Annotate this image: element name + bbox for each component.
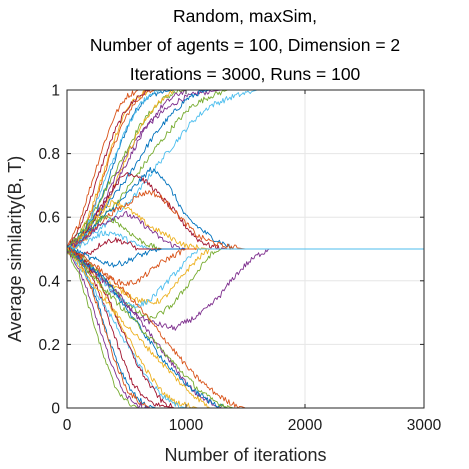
x-tick-label: 2000 bbox=[288, 417, 323, 434]
y-tick-label: 0.8 bbox=[38, 146, 60, 163]
x-tick-label: 0 bbox=[63, 417, 72, 434]
x-tick-label: 3000 bbox=[407, 417, 442, 434]
y-axis-ticks: 0 0.2 0.4 0.6 0.8 1 bbox=[38, 83, 424, 418]
y-tick-label: 0.2 bbox=[38, 337, 60, 354]
x-axis-label: Number of iterations bbox=[164, 445, 326, 465]
chart-title-line-2: Number of agents = 100, Dimension = 2 bbox=[90, 35, 400, 55]
chart-title-line-3: Iterations = 3000, Runs = 100 bbox=[130, 64, 361, 84]
y-tick-label: 1 bbox=[51, 83, 60, 100]
x-tick-label: 1000 bbox=[169, 417, 204, 434]
y-tick-label: 0.6 bbox=[38, 210, 60, 227]
x-axis-ticks: 0 1000 2000 3000 bbox=[63, 90, 442, 434]
chart-title: Random, maxSim, Number of agents = 100, D… bbox=[90, 6, 400, 84]
y-tick-label: 0.4 bbox=[38, 273, 60, 290]
chart-title-line-1: Random, maxSim, bbox=[173, 6, 317, 26]
y-tick-label: 0 bbox=[51, 401, 60, 418]
series-line-27 bbox=[66, 248, 424, 309]
y-axis-label: Average similarity(B, T) bbox=[5, 156, 25, 342]
axes-box bbox=[66, 89, 425, 409]
